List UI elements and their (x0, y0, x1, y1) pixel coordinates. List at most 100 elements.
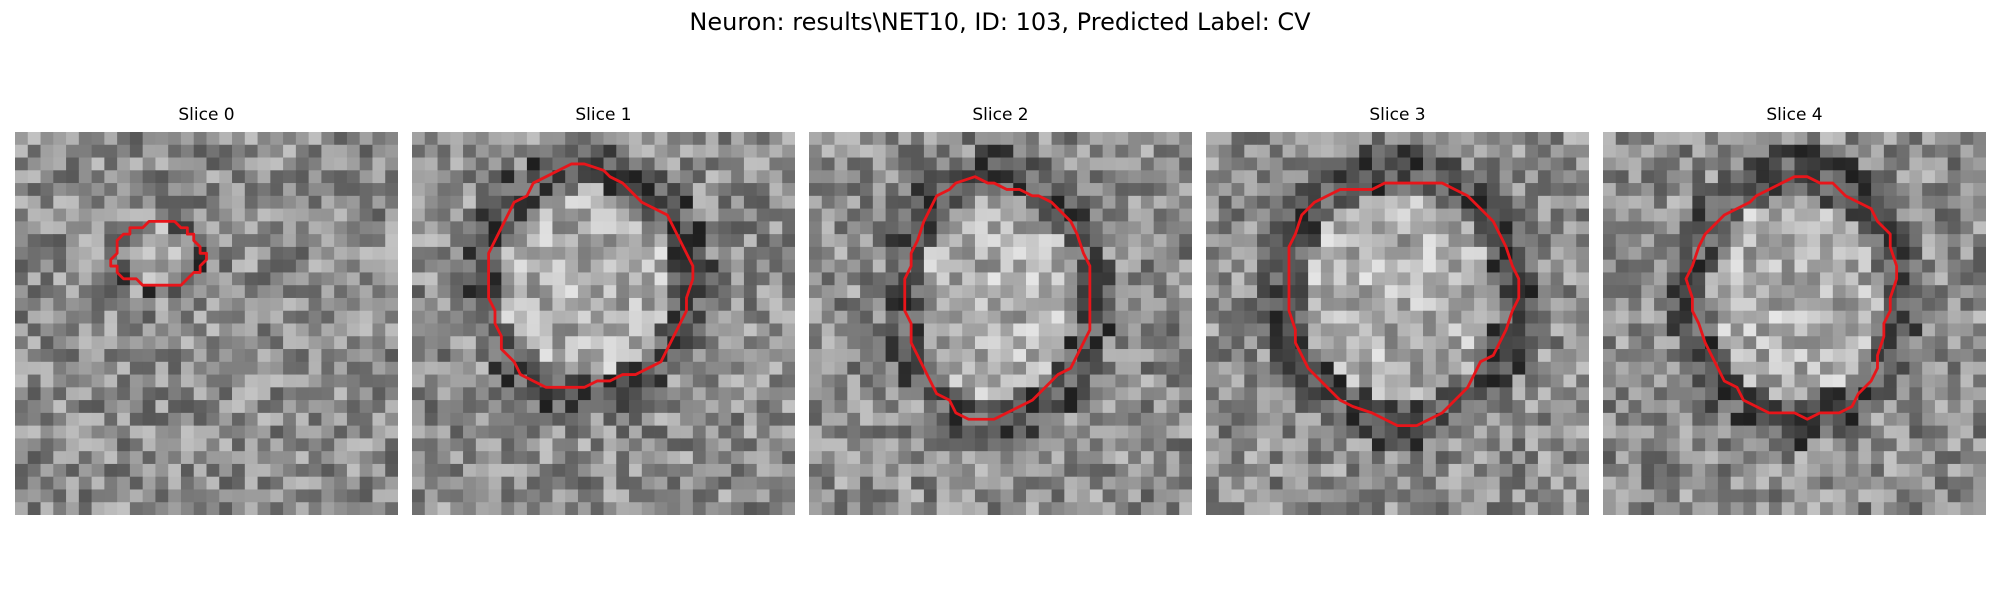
pixel (244, 323, 258, 337)
pixel (283, 259, 297, 273)
pixel (1384, 476, 1398, 490)
pixel (1563, 451, 1577, 465)
pixel (219, 336, 233, 350)
pixel (987, 387, 1001, 401)
pixel (180, 463, 195, 478)
pixel (244, 234, 258, 248)
pixel (27, 502, 41, 515)
pixel (1909, 208, 1923, 222)
pixel (590, 502, 604, 515)
pixel (1512, 183, 1526, 197)
pixel (257, 438, 271, 452)
pixel (1525, 438, 1539, 452)
pixel (232, 259, 246, 273)
pixel (372, 323, 386, 337)
pixel (15, 349, 29, 363)
pixel (756, 234, 770, 248)
pixel (590, 463, 604, 478)
pixel (731, 336, 745, 350)
pixel (334, 336, 348, 350)
pixel (872, 361, 886, 375)
pixel (834, 221, 848, 235)
pixel (1244, 157, 1258, 171)
pixel (1038, 438, 1052, 452)
pixel (270, 246, 284, 261)
pixel (911, 157, 925, 171)
pixel (270, 387, 284, 401)
pixel (1756, 336, 1770, 350)
pixel (1206, 412, 1220, 427)
pixel (1013, 476, 1027, 490)
pixel (1128, 259, 1142, 273)
pixel (1051, 400, 1065, 414)
pixel (53, 425, 67, 439)
pixel (1089, 412, 1104, 427)
pixel (1512, 425, 1526, 439)
pixel (40, 157, 54, 171)
pixel (308, 297, 322, 312)
pixel (1499, 387, 1513, 401)
pixel (1499, 195, 1513, 209)
pixel (1026, 285, 1040, 299)
pixel (91, 349, 105, 363)
pixel (15, 259, 29, 273)
pixel (1756, 438, 1770, 452)
pixel (488, 157, 502, 171)
pixel (142, 183, 156, 197)
pixel (731, 489, 745, 503)
pixel (1140, 361, 1155, 375)
pixel (91, 400, 105, 414)
pixel (731, 387, 745, 401)
pixel (514, 361, 528, 375)
pixel (872, 132, 886, 146)
pixel (1051, 451, 1065, 465)
pixel (1973, 208, 1986, 222)
pixel (1666, 349, 1680, 363)
pixel (91, 259, 105, 273)
pixel (1615, 297, 1629, 312)
pixel (1563, 144, 1577, 158)
pixel (424, 451, 438, 465)
pixel (1474, 272, 1488, 286)
pixel (78, 246, 92, 261)
pixel (1384, 374, 1398, 388)
pixel (1922, 183, 1936, 197)
pixel (1794, 259, 1808, 273)
pixel (475, 310, 489, 324)
pixel (1244, 195, 1258, 209)
pixel (1308, 234, 1322, 248)
pixel (718, 183, 732, 197)
pixel (450, 259, 464, 273)
pixel (872, 502, 886, 515)
pixel (1166, 361, 1180, 375)
pixel (155, 310, 169, 324)
pixel (463, 502, 477, 515)
pixel (1525, 234, 1539, 248)
pixel (1448, 195, 1462, 209)
pixel (1756, 387, 1770, 401)
pixel (872, 412, 886, 427)
pixel (667, 400, 681, 414)
pixel (552, 463, 566, 478)
pixel (769, 451, 783, 465)
pixel (552, 310, 566, 324)
pixel (1525, 323, 1539, 337)
pixel (463, 387, 477, 401)
pixel (1743, 272, 1757, 286)
pixel (1257, 476, 1271, 490)
pixel (1244, 400, 1258, 414)
pixel (308, 451, 322, 465)
pixel (911, 310, 925, 324)
pixel (193, 144, 207, 158)
pixel (1371, 361, 1386, 375)
pixel (923, 170, 938, 184)
pixel (1525, 502, 1539, 515)
pixel (667, 195, 681, 209)
pixel (193, 132, 207, 146)
pixel (1525, 183, 1539, 197)
pixel (1499, 170, 1513, 184)
pixel (1832, 451, 1846, 465)
pixel (860, 374, 874, 388)
pixel (1346, 438, 1360, 452)
pixel (705, 234, 719, 248)
